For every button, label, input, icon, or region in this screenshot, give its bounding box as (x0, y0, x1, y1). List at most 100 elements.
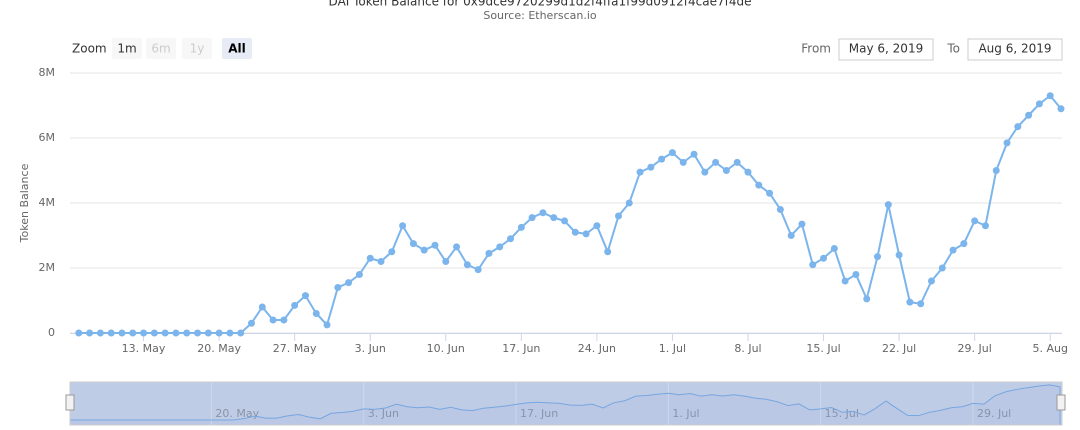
zoom-button[interactable] (146, 38, 176, 59)
data-point (409, 240, 417, 248)
data-point (593, 222, 601, 230)
data-point (906, 298, 914, 306)
data-point (884, 201, 892, 209)
data-point (226, 329, 234, 337)
data-point (517, 223, 525, 231)
navigator-tick-label: 29. Jul (977, 407, 1011, 420)
zoom-button-label[interactable]: All (228, 42, 246, 56)
navigator-selection[interactable] (69, 381, 1063, 426)
navigator-handle[interactable] (1056, 394, 1066, 411)
data-point (625, 199, 633, 207)
to-input[interactable] (967, 38, 1063, 61)
x-tick-label: 3. Jun (355, 342, 386, 355)
zoom-button[interactable] (112, 38, 142, 59)
data-point (668, 149, 676, 157)
data-point (561, 217, 568, 225)
zoom-button-selected[interactable] (222, 38, 252, 59)
data-point (345, 279, 353, 287)
data-point (323, 321, 331, 329)
data-point (507, 235, 515, 243)
data-point (733, 158, 741, 166)
data-point (107, 329, 115, 337)
data-point (194, 329, 202, 337)
x-tick-label: 8. Jul (734, 342, 761, 355)
x-tick-label: 24. Jun (578, 342, 616, 355)
data-point (291, 301, 299, 309)
data-point (949, 246, 957, 254)
navigator-tick-label: 1. Jul (672, 407, 699, 420)
data-point (550, 214, 558, 222)
data-point (701, 168, 709, 176)
navigator-background (70, 382, 1062, 425)
data-point (247, 319, 255, 327)
chart-title: DAI Token Balance for 0x9dce9720299d1d2f… (329, 0, 752, 9)
data-point (312, 310, 320, 317)
data-point (463, 261, 471, 269)
data-point (528, 214, 536, 222)
y-tick-label: 2M (39, 261, 56, 274)
data-point (755, 181, 763, 189)
data-point (614, 212, 622, 220)
data-point (215, 329, 223, 337)
y-tick-label: 6M (39, 131, 56, 144)
data-point (938, 264, 946, 272)
data-point (927, 277, 935, 285)
y-tick-label: 4M (39, 196, 56, 209)
zoom-button-label[interactable]: 6m (151, 42, 170, 56)
data-point (863, 295, 871, 303)
data-point (496, 243, 504, 251)
data-point (334, 284, 342, 291)
x-tick-label: 5. Aug (1032, 342, 1067, 355)
data-point (582, 230, 590, 238)
data-point (722, 167, 730, 174)
data-point (150, 329, 158, 337)
data-point (1046, 92, 1054, 100)
data-point (809, 261, 817, 269)
series-line (78, 94, 1062, 334)
x-tick-label: 17. Jun (502, 342, 540, 355)
data-point (1025, 111, 1033, 119)
data-point (118, 329, 126, 337)
data-point (971, 217, 979, 225)
data-point (269, 316, 277, 324)
zoom-button-label[interactable]: 1m (117, 42, 136, 56)
from-value[interactable]: May 6, 2019 (849, 42, 923, 56)
data-point (75, 329, 83, 337)
x-tick-label: 15. Jul (806, 342, 840, 355)
from-input[interactable] (838, 38, 934, 61)
zoom-button-label[interactable]: 1y (190, 42, 205, 56)
data-point (798, 220, 806, 228)
data-point (377, 258, 385, 265)
data-point (992, 167, 1000, 174)
data-point (917, 300, 925, 308)
y-axis-title: Token Balance (18, 163, 31, 243)
data-point (1057, 105, 1065, 113)
data-point (658, 155, 666, 163)
data-point (172, 329, 180, 337)
navigator-tick-label: 17. Jun (520, 407, 558, 420)
data-point (1003, 139, 1011, 147)
data-point (388, 248, 396, 256)
to-value[interactable]: Aug 6, 2019 (978, 42, 1051, 56)
data-point (183, 329, 191, 337)
data-point (766, 189, 774, 197)
data-point (258, 303, 266, 311)
data-point (485, 249, 493, 257)
x-tick-label: 13. May (122, 342, 166, 355)
data-point (204, 329, 212, 337)
data-point (712, 158, 720, 166)
data-point (960, 240, 968, 248)
data-point (1014, 123, 1022, 131)
chart-subtitle: Source: Etherscan.io (483, 9, 597, 22)
data-point (280, 316, 288, 324)
x-tick-label: 29. Jul (958, 342, 992, 355)
navigator-handle[interactable] (65, 394, 75, 411)
zoom-button[interactable] (182, 38, 212, 59)
data-point (830, 245, 838, 252)
from-label: From (801, 42, 831, 56)
data-point (442, 258, 450, 265)
data-point (539, 209, 547, 217)
data-point (571, 228, 579, 236)
zoom-label: Zoom (72, 42, 107, 56)
